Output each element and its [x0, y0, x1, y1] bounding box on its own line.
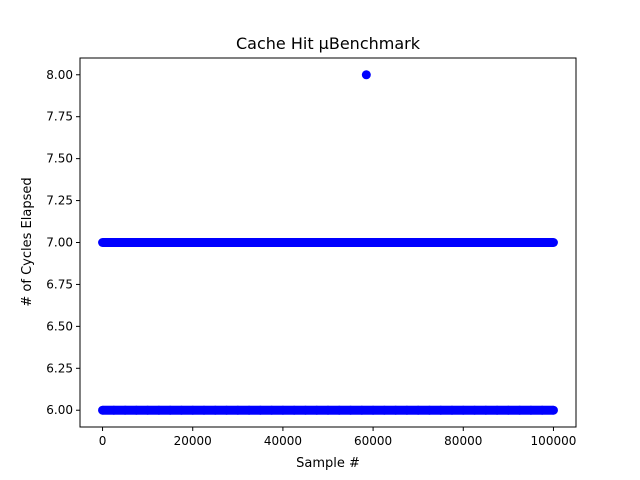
x-tick-label: 60000 [354, 434, 392, 448]
y-tick-label: 6.75 [46, 277, 73, 291]
y-tick-label: 6.50 [46, 319, 73, 333]
y-tick-label: 7.50 [46, 152, 73, 166]
y-axis-ticks: 6.00 6.25 6.50 6.75 7.00 7.25 7.50 7.75 8.00 [46, 68, 80, 417]
x-tick-label: 0 [99, 434, 107, 448]
x-axis-label: Sample # [296, 456, 360, 471]
y-tick-label: 6.00 [46, 403, 73, 417]
data-point [361, 70, 371, 80]
y-axis-label: # of Cycles Elapsed [20, 177, 35, 306]
x-axis-ticks: 0 20000 40000 60000 80000 100000 [99, 427, 577, 448]
x-tick-label: 40000 [264, 434, 302, 448]
data-points [98, 70, 558, 415]
y-tick-label: 7.25 [46, 194, 73, 208]
x-tick-label: 80000 [444, 434, 482, 448]
point-band [102, 405, 554, 415]
point-band [102, 238, 554, 247]
chart-title: Cache Hit µBenchmark [236, 34, 421, 53]
y-tick-label: 8.00 [46, 68, 73, 82]
y-tick-label: 7.75 [46, 110, 73, 124]
y-tick-label: 7.00 [46, 236, 73, 250]
x-tick-label: 100000 [531, 434, 577, 448]
x-tick-label: 20000 [174, 434, 212, 448]
y-tick-label: 6.25 [46, 361, 73, 375]
